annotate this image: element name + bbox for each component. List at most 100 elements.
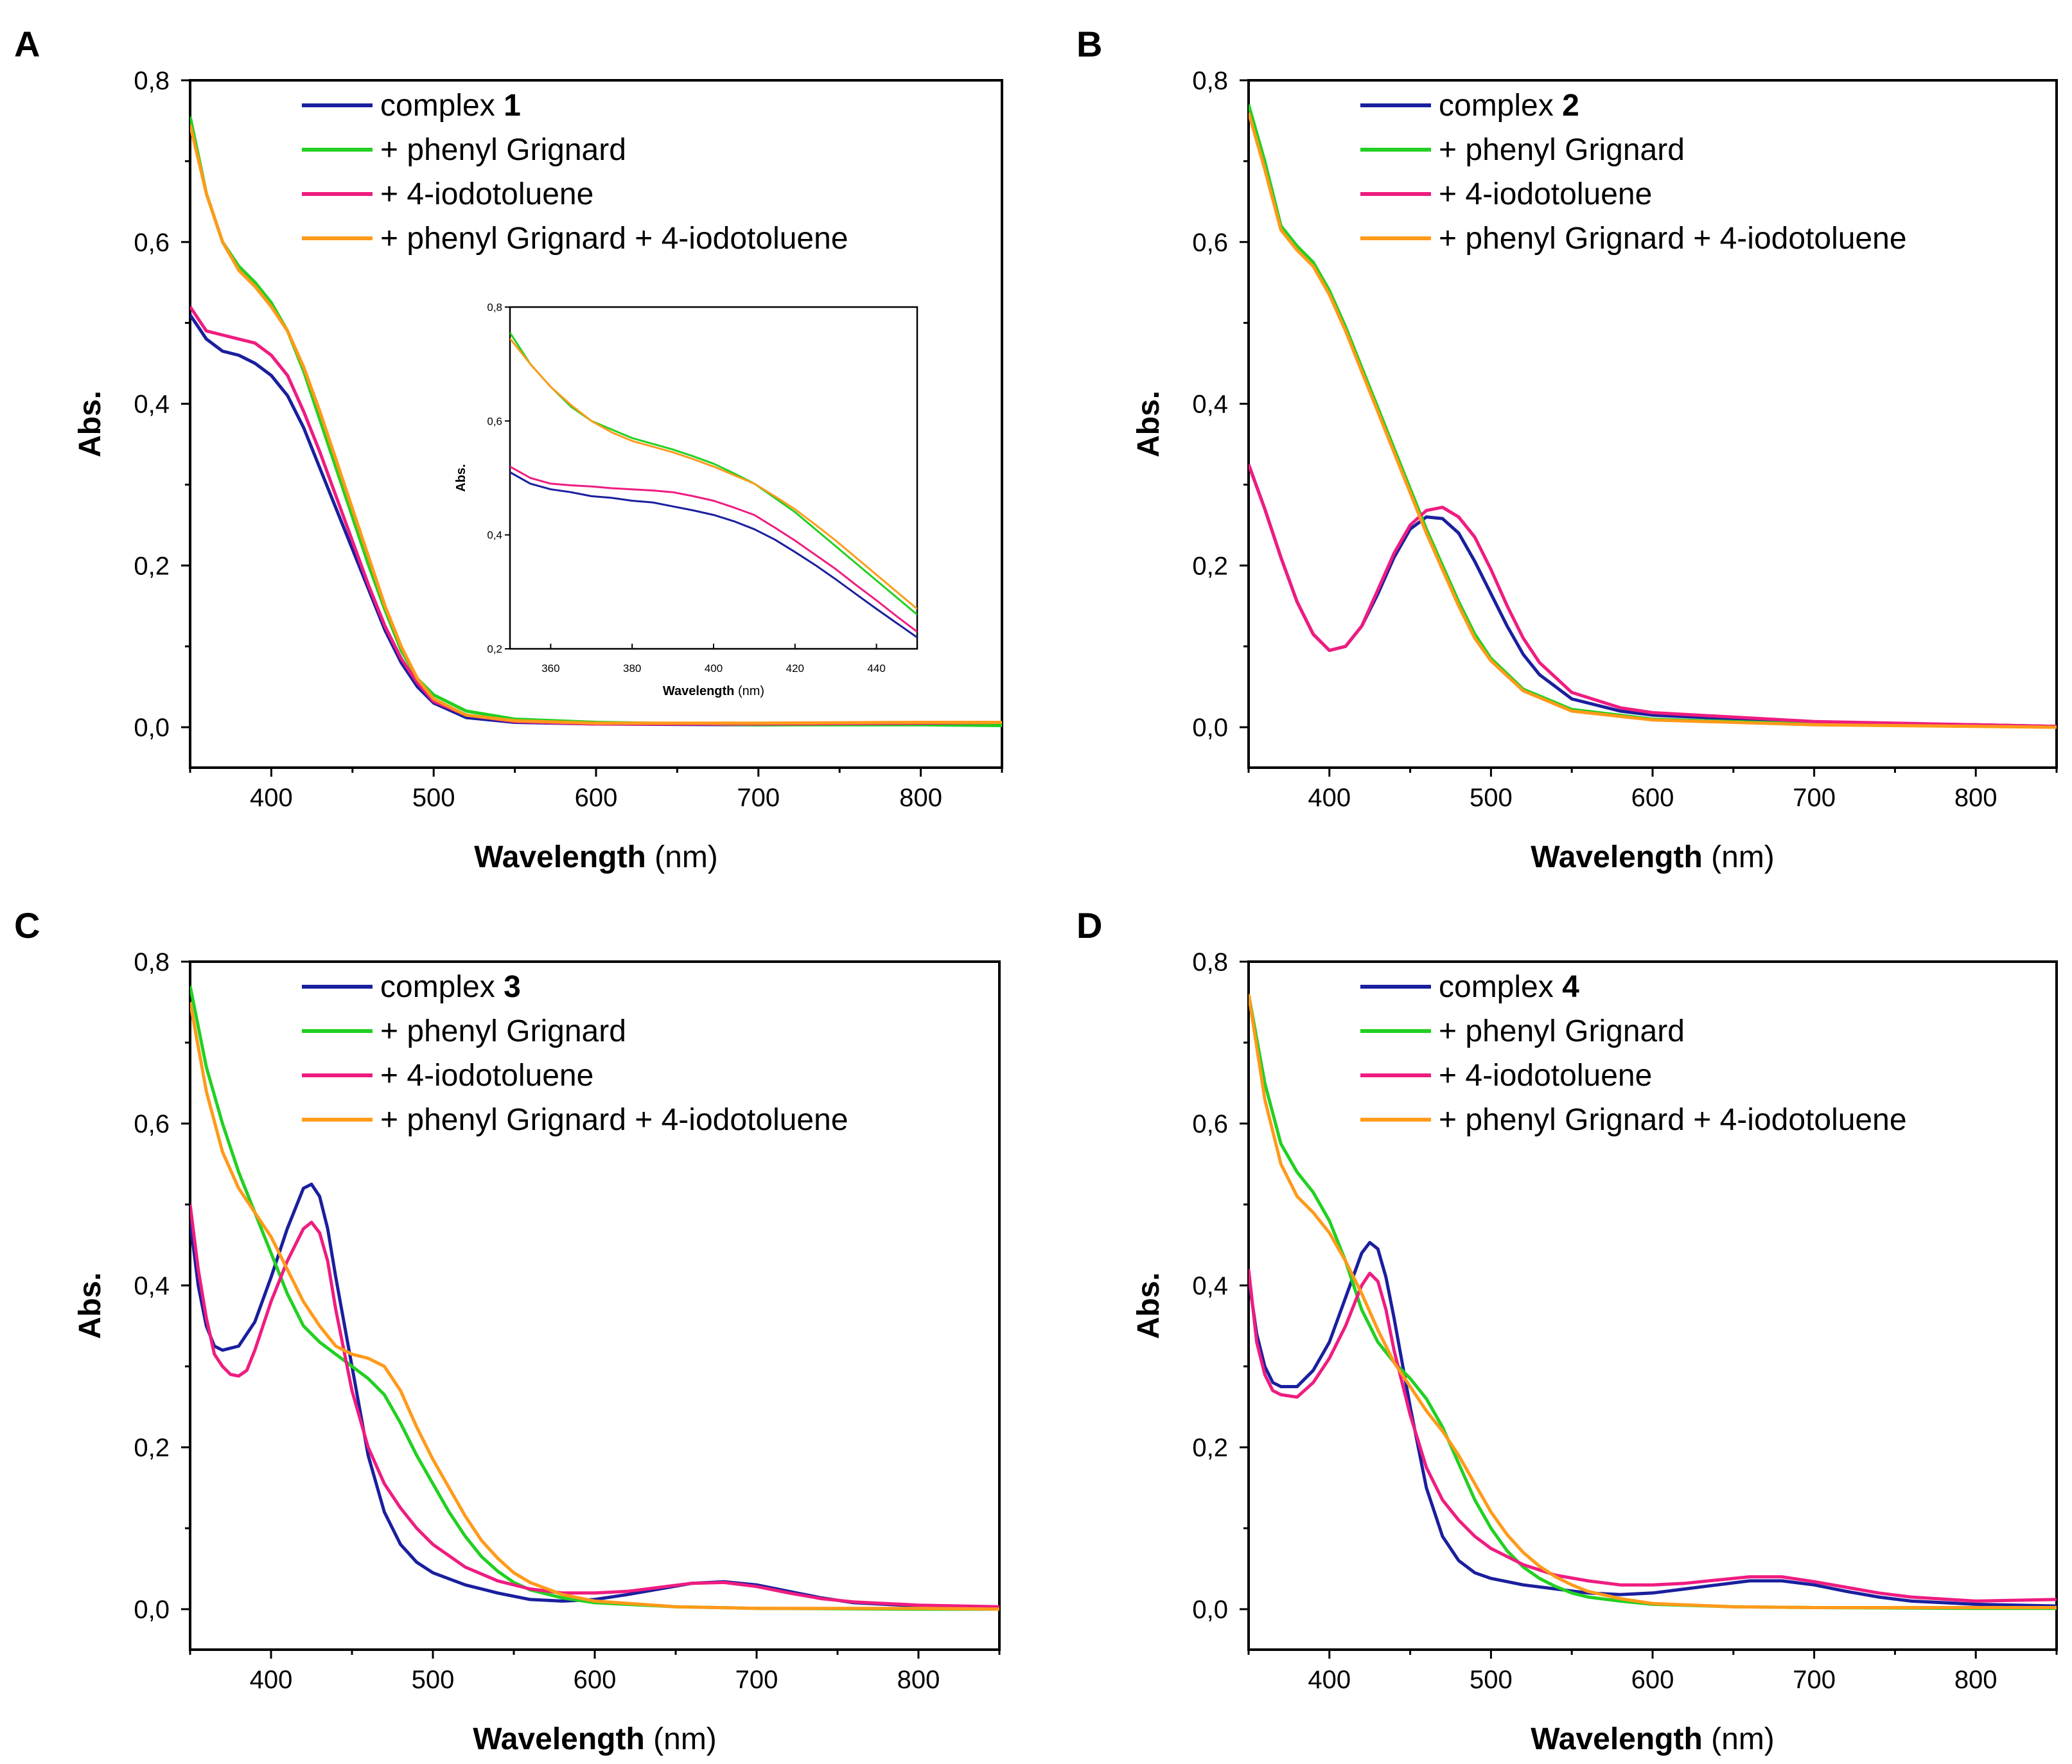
- y-tick-label: 0,0: [134, 1596, 170, 1624]
- legend-label: + 4-iodotoluene: [380, 177, 593, 211]
- inset-x-tick-label: 400: [705, 662, 723, 675]
- legend-label: + phenyl Grignard + 4-iodotoluene: [380, 1103, 848, 1137]
- panel-a: A 400 500 600 700 800 0,0 0,2 0,4 0,6 0,8 Wavelengt…: [14, 24, 1003, 874]
- y-tick-label: 0,0: [1192, 714, 1228, 742]
- legend-label: + phenyl Grignard + 4-iodotoluene: [380, 222, 848, 256]
- inset-series-line-complex: [510, 471, 917, 639]
- x-tick-label: 400: [250, 784, 293, 812]
- legend-label-text: + phenyl Grignard + 4-iodotoluene: [1439, 1103, 1907, 1137]
- panel-letter: A: [14, 24, 40, 64]
- series-line-both: [190, 1001, 999, 1611]
- legend-label-text: + 4-iodotoluene: [380, 177, 593, 211]
- inset-x-tick-label: 420: [786, 662, 804, 675]
- x-tick-label: 700: [1793, 784, 1836, 812]
- series-group: [1249, 993, 2057, 1610]
- x-tick-label: 800: [1954, 784, 1997, 812]
- inset-series-line-iodotoluene: [510, 465, 917, 633]
- legend-label: complex 1: [380, 89, 521, 123]
- y-tick-label: 0,6: [1192, 1110, 1228, 1138]
- legend-label-text: + phenyl Grignard + 4-iodotoluene: [380, 1103, 848, 1137]
- series-line-iodotoluene: [1249, 1269, 2057, 1603]
- x-axis-title: Wavelength (nm): [1531, 1722, 1775, 1756]
- x-tick-label: 400: [1308, 1666, 1351, 1694]
- legend-label: + phenyl Grignard: [380, 1014, 626, 1048]
- y-tick-label: 0,0: [134, 714, 170, 742]
- y-tick-label: 0,8: [1192, 948, 1228, 976]
- panel-letter: D: [1076, 905, 1102, 946]
- x-axis-title-unit: (nm): [645, 1722, 717, 1756]
- inset-chart: 360 380 400 420 440 0,2 0,4 0,6 0,8 Wavelength (n…: [454, 301, 918, 698]
- inset-x-axis-title-main: Wavelength: [663, 684, 735, 698]
- legend-label: + 4-iodotoluene: [1439, 177, 1652, 211]
- inset-x-axis-title: Wavelength (nm): [663, 684, 764, 698]
- y-axis-title: Abs.: [73, 1272, 107, 1339]
- series-line-grignard: [190, 985, 999, 1611]
- legend-label: + phenyl Grignard + 4-iodotoluene: [1439, 1103, 1907, 1137]
- legend-label: + phenyl Grignard: [380, 133, 626, 167]
- y-tick-label: 0,8: [1192, 67, 1228, 95]
- inset-series-group: [510, 332, 917, 639]
- panels: A 400 500 600 700 800 0,0 0,2 0,4 0,6 0,8 Wavelengt…: [14, 24, 2058, 1756]
- x-axis-title-unit: (nm): [1703, 840, 1775, 874]
- x-tick-label: 700: [737, 784, 780, 812]
- legend-label-text: complex: [1439, 970, 1562, 1004]
- y-axis-title: Abs.: [73, 391, 107, 457]
- inset-x-tick-label: 380: [623, 662, 641, 675]
- x-axis-title-main: Wavelength: [1531, 1722, 1703, 1756]
- series-group: [190, 116, 1002, 727]
- legend-label-compound-number: 2: [1562, 89, 1579, 123]
- x-tick-label: 400: [1308, 784, 1351, 812]
- legend-label-text: + phenyl Grignard + 4-iodotoluene: [1439, 222, 1907, 256]
- y-tick-label: 0,2: [1192, 1434, 1228, 1462]
- y-tick-label: 0,2: [134, 552, 170, 580]
- x-tick-label: 500: [1470, 1666, 1513, 1694]
- series-line-both: [1249, 994, 2057, 1609]
- y-axis-title: Abs.: [1132, 391, 1166, 457]
- x-tick-label: 400: [250, 1666, 293, 1694]
- x-tick-label: 600: [1631, 1666, 1674, 1694]
- inset-y-tick-label: 0,6: [487, 415, 502, 427]
- legend-label: + 4-iodotoluene: [380, 1059, 593, 1093]
- inset-y-tick-label: 0,8: [487, 301, 502, 313]
- series-line-iodotoluene: [190, 1204, 999, 1609]
- y-tick-label: 0,4: [1192, 391, 1228, 419]
- x-tick-label: 800: [899, 784, 942, 812]
- legend-label-text: + phenyl Grignard: [380, 133, 626, 167]
- series-line-both: [1249, 112, 2057, 729]
- legend-label-text: + 4-iodotoluene: [380, 1059, 593, 1093]
- legend-label-text: + phenyl Grignard + 4-iodotoluene: [380, 222, 848, 256]
- legend: complex 2 + phenyl Grignard + 4-iodotoluen…: [1360, 89, 1907, 256]
- x-tick-label: 800: [1954, 1666, 1997, 1694]
- panel-c: C 400 500 600 700 800 0,0 0,2 0,4 0,6 0,8 Wavelengt…: [14, 905, 1001, 1756]
- legend-label-text: + phenyl Grignard: [380, 1014, 626, 1048]
- x-axis-title-unit: (nm): [1703, 1722, 1775, 1756]
- x-axis-title: Wavelength (nm): [474, 840, 718, 874]
- y-axis-title: Abs.: [1132, 1272, 1166, 1339]
- panel-letter: B: [1076, 24, 1102, 64]
- inset-x-tick-label: 440: [867, 662, 885, 675]
- legend-label: complex 2: [1439, 89, 1579, 123]
- y-tick-label: 0,6: [134, 229, 170, 257]
- legend: complex 4 + phenyl Grignard + 4-iodotoluen…: [1360, 970, 1907, 1137]
- panel-d: D 400 500 600 700 800 0,0 0,2 0,4 0,6 0,8 Wavelengt…: [1076, 905, 2058, 1756]
- inset-x-axis-title-unit: (nm): [734, 684, 764, 698]
- legend-label-compound-number: 4: [1562, 970, 1579, 1004]
- series-group: [1249, 104, 2057, 729]
- legend-label: + phenyl Grignard: [1439, 133, 1685, 167]
- y-tick-label: 0,4: [1192, 1272, 1228, 1300]
- x-tick-label: 500: [412, 1666, 455, 1694]
- legend-label: + phenyl Grignard + 4-iodotoluene: [1439, 222, 1907, 256]
- x-axis-title-unit: (nm): [646, 840, 718, 874]
- legend-label: complex 3: [380, 970, 521, 1004]
- legend-label-text: + phenyl Grignard: [1439, 133, 1685, 167]
- y-tick-label: 0,4: [134, 391, 170, 419]
- inset-y-axis-title: Abs.: [454, 464, 468, 491]
- legend-label-compound-number: 1: [504, 89, 521, 123]
- x-tick-label: 700: [735, 1666, 778, 1694]
- legend-label-text: + 4-iodotoluene: [1439, 1059, 1652, 1093]
- series-group: [190, 985, 999, 1611]
- inset-series-line-both: [510, 337, 917, 610]
- inset-x-tick-label: 360: [541, 662, 559, 675]
- y-tick-label: 0,6: [1192, 229, 1228, 257]
